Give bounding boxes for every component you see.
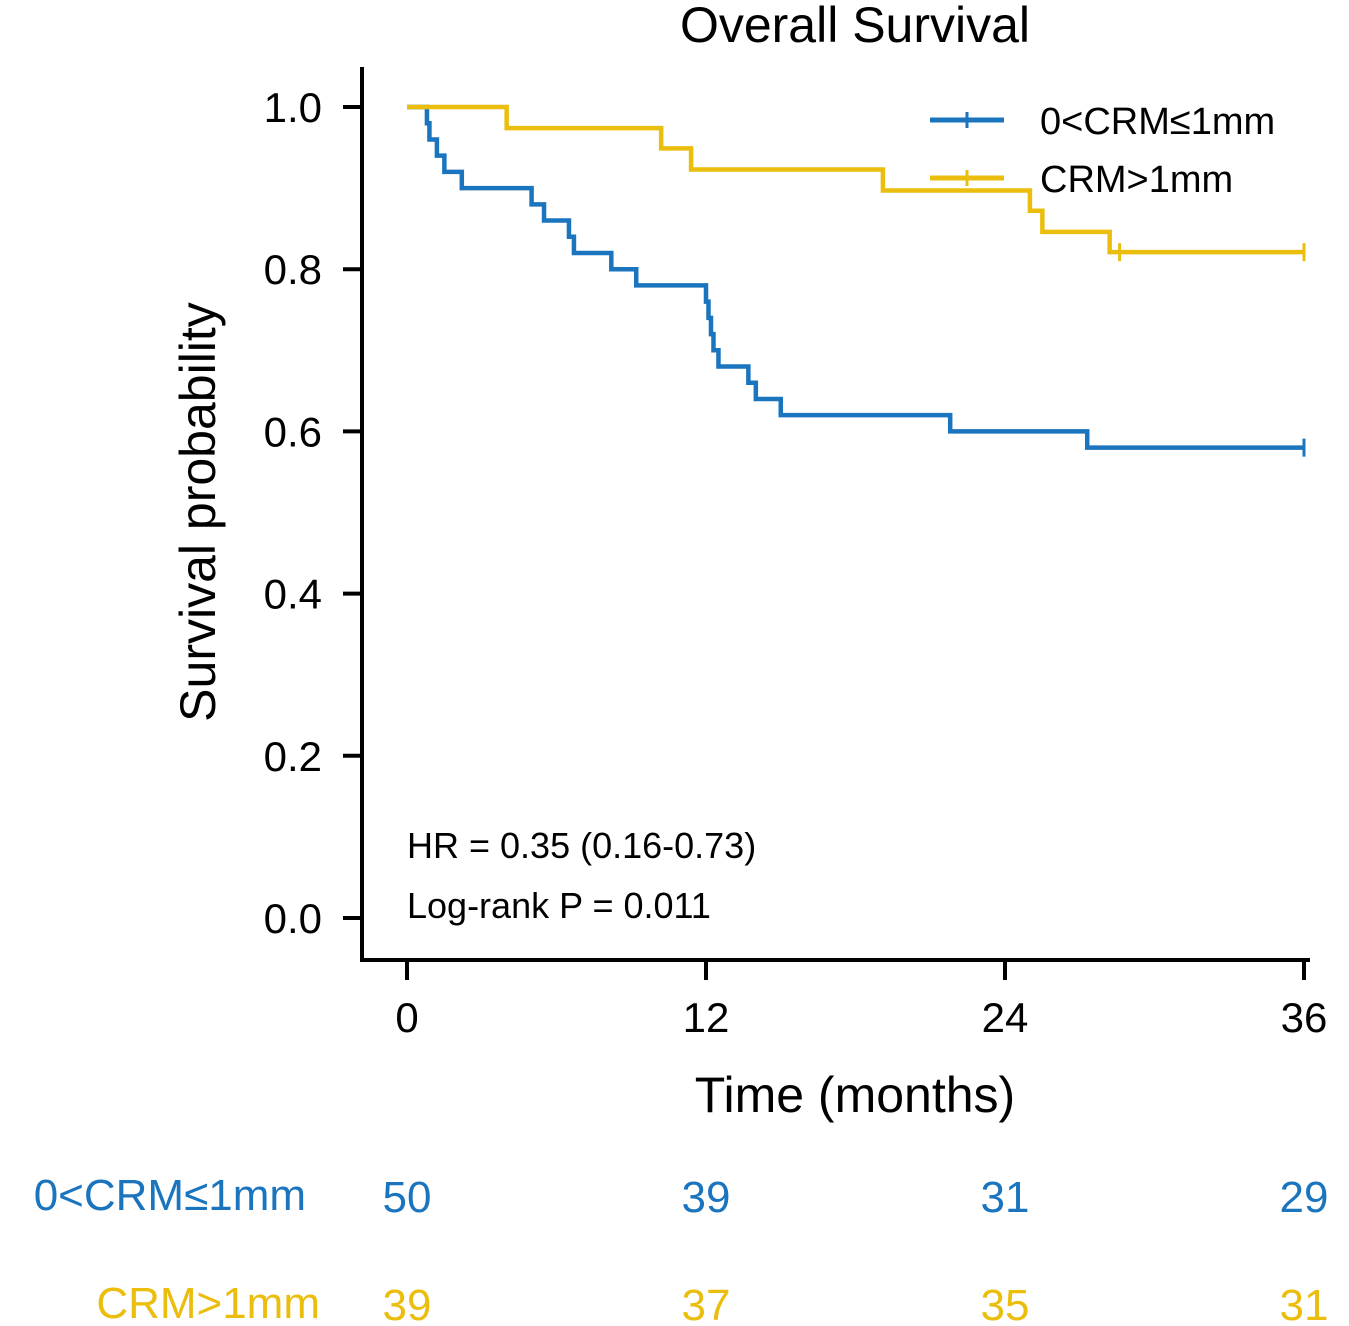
series-line-0: [407, 104, 1304, 450]
risk-value: 29: [1280, 1173, 1329, 1222]
risk-value: 35: [981, 1281, 1030, 1326]
hr-annotation: HR = 0.35 (0.16-0.73): [407, 825, 756, 866]
x-axis-ticks: 0 12 24 36: [395, 960, 1327, 1041]
legend-label-0: 0<CRM≤1mm: [1040, 101, 1275, 143]
risk-table: 0<CRM≤1mm CRM>1mm 50 39 31 29 39 37 35 31: [34, 1171, 1329, 1326]
x-axis-label: Time (months): [695, 1067, 1015, 1123]
y-tick-label: 0.8: [264, 246, 322, 293]
chart-title: Overall Survival: [680, 0, 1030, 53]
x-tick-label: 0: [395, 994, 418, 1041]
legend: 0<CRM≤1mm CRM>1mm: [930, 101, 1275, 201]
risk-value: 37: [682, 1281, 731, 1326]
risk-values: 50 39 31 29 39 37 35 31: [383, 1173, 1329, 1326]
risk-value: 39: [682, 1173, 731, 1222]
risk-value: 31: [981, 1173, 1030, 1222]
y-tick-label: 0.0: [264, 895, 322, 942]
risk-value: 50: [383, 1173, 432, 1222]
y-tick-label: 0.4: [264, 571, 322, 618]
y-tick-label: 1.0: [264, 84, 322, 131]
x-tick-label: 24: [982, 994, 1029, 1041]
x-tick-label: 12: [683, 994, 730, 1041]
y-axis-ticks: 0.0 0.2 0.4 0.6 0.8 1.0: [264, 84, 362, 942]
risk-row-label-0: 0<CRM≤1mm: [34, 1171, 306, 1220]
p-value-annotation: Log-rank P = 0.011: [407, 885, 711, 926]
series-layer: [407, 104, 1306, 457]
y-tick-label: 0.6: [264, 408, 322, 455]
risk-value: 31: [1280, 1281, 1329, 1326]
x-tick-label: 36: [1281, 994, 1328, 1041]
legend-label-1: CRM>1mm: [1040, 159, 1233, 201]
risk-value: 39: [383, 1281, 432, 1326]
risk-row-label-1: CRM>1mm: [96, 1279, 320, 1326]
y-axis-label: Survival probability: [170, 302, 226, 722]
series-line-1: [407, 104, 1304, 255]
y-tick-label: 0.2: [264, 733, 322, 780]
